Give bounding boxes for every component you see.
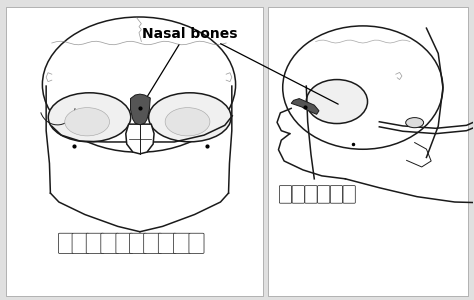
Ellipse shape xyxy=(65,108,109,136)
FancyBboxPatch shape xyxy=(279,186,292,203)
Ellipse shape xyxy=(165,108,210,136)
Polygon shape xyxy=(126,124,154,154)
FancyBboxPatch shape xyxy=(268,7,468,296)
Ellipse shape xyxy=(149,93,231,142)
FancyBboxPatch shape xyxy=(158,233,176,253)
FancyBboxPatch shape xyxy=(343,186,356,203)
Ellipse shape xyxy=(283,26,443,149)
FancyBboxPatch shape xyxy=(86,233,104,253)
Text: Nasal bones: Nasal bones xyxy=(142,27,237,41)
FancyBboxPatch shape xyxy=(318,186,330,203)
FancyBboxPatch shape xyxy=(6,7,263,296)
FancyBboxPatch shape xyxy=(116,233,133,253)
Ellipse shape xyxy=(306,80,367,124)
FancyBboxPatch shape xyxy=(305,186,317,203)
Ellipse shape xyxy=(42,17,236,152)
FancyBboxPatch shape xyxy=(101,233,118,253)
FancyBboxPatch shape xyxy=(129,233,146,253)
Polygon shape xyxy=(130,94,150,125)
FancyBboxPatch shape xyxy=(292,186,304,203)
FancyBboxPatch shape xyxy=(173,233,191,253)
FancyBboxPatch shape xyxy=(330,186,343,203)
FancyBboxPatch shape xyxy=(144,233,162,253)
FancyBboxPatch shape xyxy=(58,233,73,253)
Ellipse shape xyxy=(406,118,424,128)
FancyBboxPatch shape xyxy=(189,233,204,253)
FancyBboxPatch shape xyxy=(72,233,89,253)
Polygon shape xyxy=(291,99,319,114)
Ellipse shape xyxy=(48,93,131,142)
